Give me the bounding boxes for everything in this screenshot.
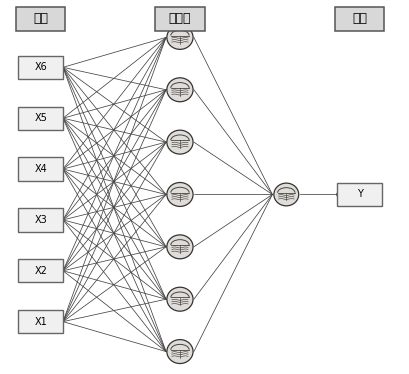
Text: X2: X2 xyxy=(34,266,47,276)
Text: 隐含层: 隐含层 xyxy=(169,12,191,25)
FancyBboxPatch shape xyxy=(18,208,63,232)
Text: 输入: 输入 xyxy=(34,12,48,25)
FancyBboxPatch shape xyxy=(335,7,384,31)
FancyBboxPatch shape xyxy=(18,157,63,181)
Circle shape xyxy=(167,78,193,102)
FancyBboxPatch shape xyxy=(16,7,65,31)
Text: X3: X3 xyxy=(34,215,47,225)
Circle shape xyxy=(167,287,193,311)
FancyBboxPatch shape xyxy=(18,107,63,130)
FancyBboxPatch shape xyxy=(18,259,63,282)
Circle shape xyxy=(167,235,193,259)
Text: X5: X5 xyxy=(34,113,47,123)
Text: X1: X1 xyxy=(34,317,47,327)
Text: X4: X4 xyxy=(34,164,47,174)
Circle shape xyxy=(167,340,193,364)
Text: Y: Y xyxy=(357,190,363,199)
Text: X6: X6 xyxy=(34,62,47,72)
Circle shape xyxy=(167,25,193,49)
Text: 输出: 输出 xyxy=(353,12,367,25)
Circle shape xyxy=(167,130,193,154)
FancyBboxPatch shape xyxy=(337,183,382,206)
Circle shape xyxy=(274,183,299,206)
FancyBboxPatch shape xyxy=(18,56,63,79)
Circle shape xyxy=(167,183,193,206)
FancyBboxPatch shape xyxy=(18,310,63,333)
FancyBboxPatch shape xyxy=(155,7,204,31)
